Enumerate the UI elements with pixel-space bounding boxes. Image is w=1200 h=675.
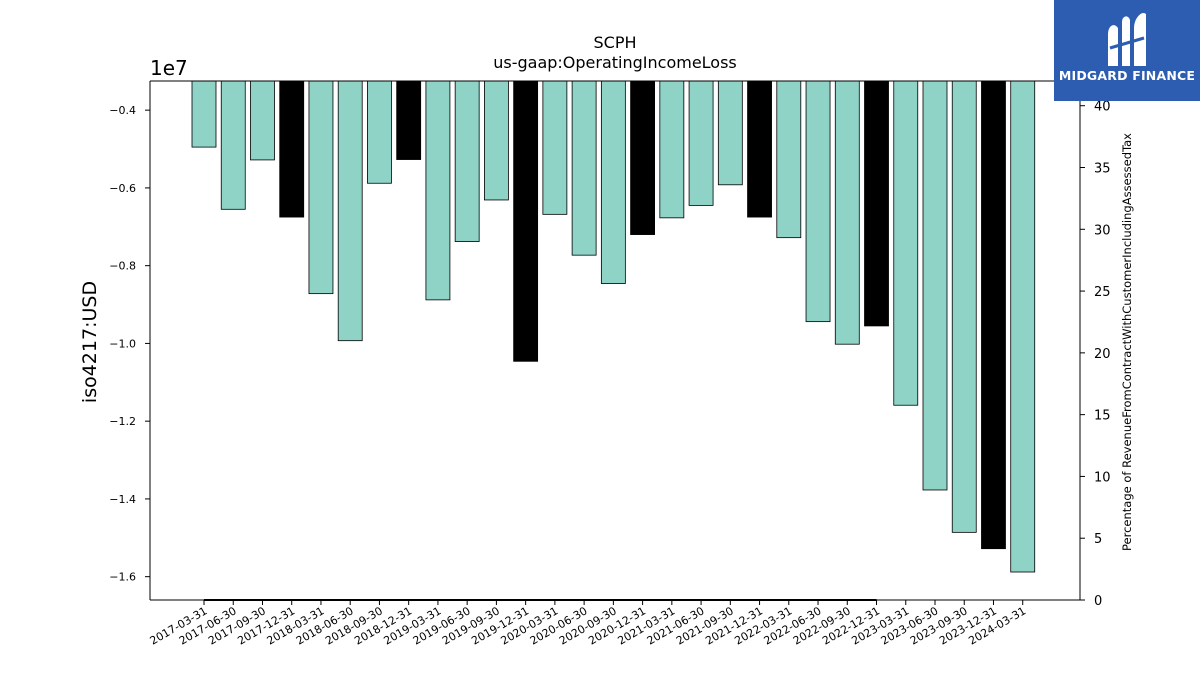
y-right-tick-label: 25 [1094, 285, 1111, 300]
bar-2017-09-30 [250, 80, 275, 161]
bar-2019-06-30 [454, 80, 480, 242]
bar-2024-03-31 [1010, 80, 1036, 573]
y-tick-label: −1.6 [109, 571, 136, 584]
y-right-tick-label: 30 [1094, 223, 1111, 238]
y-right-tick-label: 0 [1094, 594, 1102, 609]
y-right-tick-label: 5 [1094, 532, 1102, 547]
bar-2023-12-31 [981, 80, 1006, 550]
bar-2018-06-30 [337, 80, 363, 342]
y-axis-label: iso4217:USD [79, 281, 101, 403]
y-right-tick-label: 15 [1094, 409, 1111, 424]
bar-2020-12-31 [630, 80, 655, 235]
y-axis-right-label: Percentage of RevenueFromContractWithCus… [1120, 133, 1134, 551]
bar-2018-12-31 [396, 80, 422, 160]
bar-2018-03-31 [308, 80, 334, 295]
y-right-tick-label: 35 [1094, 162, 1111, 177]
midgard-finance-logo: MIDGARD FINANCE [1054, 0, 1200, 101]
y-right-tick-label: 40 [1094, 100, 1111, 115]
bar-2022-09-30 [834, 80, 860, 345]
bar-2020-09-30 [600, 80, 626, 284]
bar-2023-03-31 [893, 80, 919, 406]
y-right-tick-label: 20 [1094, 347, 1111, 362]
y-tick-label: −1.4 [109, 493, 136, 506]
y-tick-label: −1.2 [109, 415, 136, 428]
chart-title: SCPH [593, 33, 636, 52]
bar-2020-03-31 [542, 80, 568, 215]
bar-2021-03-31 [659, 80, 685, 219]
bar-2023-06-30 [922, 80, 948, 491]
bar-2018-09-30 [367, 80, 392, 184]
y-offset-text: 1e7 [150, 56, 188, 80]
y-tick-label: −0.6 [109, 182, 136, 195]
bar-2019-12-31 [513, 80, 539, 362]
logo-text: MIDGARD FINANCE [1058, 68, 1196, 83]
bar-2021-12-31 [747, 80, 772, 218]
plot-area: −0.4 −0.6 −0.8 −1.0 −1.2 −1.4 −1.6 0 5 10 15 20 25 30… [109, 80, 1111, 648]
bar-2019-09-30 [483, 80, 509, 201]
bar-2023-09-30 [951, 80, 977, 533]
bar-2021-09-30 [717, 80, 743, 186]
bar-2021-06-30 [688, 80, 714, 206]
midgard-logo-icon [1108, 12, 1146, 66]
bar-2022-06-30 [805, 80, 831, 323]
bar-2017-06-30 [220, 80, 246, 210]
chart-subtitle: us-gaap:OperatingIncomeLoss [493, 53, 737, 72]
y-tick-label: −1.0 [109, 337, 136, 350]
bar-2020-06-30 [571, 80, 597, 256]
y-tick-label: −0.8 [109, 260, 136, 273]
y-tick-label: −0.4 [109, 104, 136, 117]
bar-2022-12-31 [864, 80, 889, 327]
bar-2017-03-31 [191, 80, 217, 148]
y-right-tick-label: 10 [1094, 470, 1111, 485]
bar-2017-12-31 [279, 80, 305, 218]
bar-2022-03-31 [776, 80, 802, 239]
bar-2019-03-31 [425, 80, 451, 301]
